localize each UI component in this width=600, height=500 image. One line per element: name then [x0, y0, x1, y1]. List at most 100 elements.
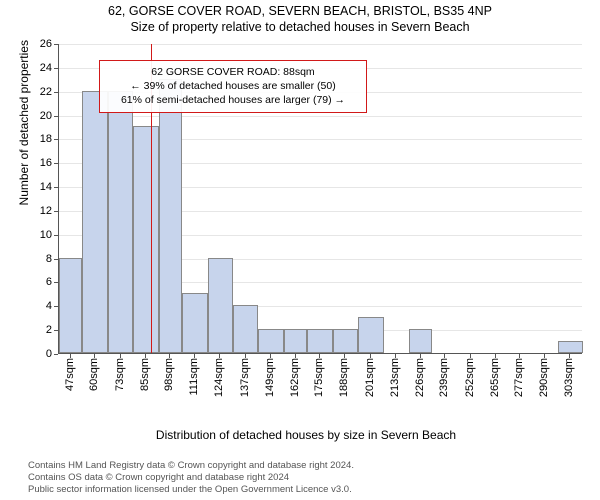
y-tick: [54, 211, 58, 212]
y-tick-label: 10: [32, 229, 52, 241]
x-tick-label: 98sqm: [163, 358, 175, 391]
y-tick-label: 14: [32, 181, 52, 193]
x-tick: [295, 354, 296, 358]
y-tick: [54, 68, 58, 69]
plot-area: 62 GORSE COVER ROAD: 88sqm ← 39% of deta…: [58, 44, 582, 354]
annotation-line1: 62 GORSE COVER ROAD: 88sqm: [106, 65, 360, 79]
histogram-bar: [182, 293, 207, 353]
x-tick: [444, 354, 445, 358]
y-tick: [54, 330, 58, 331]
y-tick-label: 26: [32, 38, 52, 50]
y-tick: [54, 116, 58, 117]
histogram-bar: [333, 329, 358, 353]
histogram-bar: [307, 329, 332, 353]
page-subtitle: Size of property relative to detached ho…: [0, 20, 600, 34]
y-tick: [54, 354, 58, 355]
x-tick: [145, 354, 146, 358]
histogram-bar: [558, 341, 583, 353]
x-tick-label: 290sqm: [538, 358, 550, 397]
x-tick: [395, 354, 396, 358]
y-tick-label: 8: [32, 253, 52, 265]
annotation-line2: ← 39% of detached houses are smaller (50…: [106, 79, 360, 93]
x-tick-label: 111sqm: [188, 358, 200, 396]
x-tick-label: 226sqm: [414, 358, 426, 397]
x-tick-label: 303sqm: [563, 358, 575, 397]
y-tick: [54, 259, 58, 260]
y-tick: [54, 235, 58, 236]
x-tick: [319, 354, 320, 358]
x-tick-label: 149sqm: [264, 358, 276, 397]
x-tick: [344, 354, 345, 358]
x-tick: [370, 354, 371, 358]
y-tick: [54, 282, 58, 283]
x-tick-label: 213sqm: [389, 358, 401, 397]
x-tick-label: 239sqm: [438, 358, 450, 397]
histogram-bar: [82, 91, 107, 353]
x-tick-label: 137sqm: [239, 358, 251, 397]
y-tick: [54, 139, 58, 140]
x-tick: [470, 354, 471, 358]
x-tick-label: 73sqm: [114, 358, 126, 391]
y-tick: [54, 92, 58, 93]
x-tick-label: 47sqm: [64, 358, 76, 391]
y-axis-label: Number of detached properties: [17, 40, 31, 205]
gridline: [59, 44, 582, 45]
histogram-chart: Number of detached properties 62 GORSE C…: [30, 44, 582, 400]
y-tick-label: 24: [32, 62, 52, 74]
x-tick: [495, 354, 496, 358]
title-block: 62, GORSE COVER ROAD, SEVERN BEACH, BRIS…: [0, 0, 600, 34]
x-tick: [219, 354, 220, 358]
page-title: 62, GORSE COVER ROAD, SEVERN BEACH, BRIS…: [0, 4, 600, 18]
y-tick: [54, 44, 58, 45]
footer-line3: Public sector information licensed under…: [28, 484, 354, 496]
histogram-bar: [108, 91, 133, 353]
x-tick-label: 201sqm: [364, 358, 376, 397]
y-tick: [54, 187, 58, 188]
footer-credits: Contains HM Land Registry data © Crown c…: [28, 460, 354, 496]
histogram-bar: [233, 305, 258, 353]
x-tick-label: 252sqm: [464, 358, 476, 397]
x-tick: [420, 354, 421, 358]
annotation-box: 62 GORSE COVER ROAD: 88sqm ← 39% of deta…: [99, 60, 367, 113]
histogram-bar: [133, 126, 158, 353]
histogram-bar: [258, 329, 283, 353]
histogram-bar: [284, 329, 307, 353]
x-tick-label: 162sqm: [289, 358, 301, 397]
x-tick-label: 188sqm: [338, 358, 350, 397]
x-tick: [245, 354, 246, 358]
x-tick-label: 124sqm: [213, 358, 225, 397]
y-tick-label: 16: [32, 157, 52, 169]
x-tick: [194, 354, 195, 358]
y-tick-label: 4: [32, 300, 52, 312]
x-tick: [569, 354, 570, 358]
x-tick: [120, 354, 121, 358]
gridline: [59, 116, 582, 117]
x-tick-label: 277sqm: [513, 358, 525, 397]
x-tick: [270, 354, 271, 358]
x-tick-label: 85sqm: [139, 358, 151, 391]
y-tick-label: 22: [32, 86, 52, 98]
y-tick-label: 18: [32, 133, 52, 145]
y-tick-label: 6: [32, 276, 52, 288]
footer-line1: Contains HM Land Registry data © Crown c…: [28, 460, 354, 472]
x-tick: [169, 354, 170, 358]
x-tick: [544, 354, 545, 358]
y-tick-label: 0: [32, 348, 52, 360]
x-tick: [519, 354, 520, 358]
y-tick-label: 20: [32, 110, 52, 122]
histogram-bar: [358, 317, 383, 353]
footer-line2: Contains OS data © Crown copyright and d…: [28, 472, 354, 484]
y-tick-label: 12: [32, 205, 52, 217]
x-tick: [94, 354, 95, 358]
x-tick-label: 60sqm: [88, 358, 100, 391]
annotation-line3: 61% of semi-detached houses are larger (…: [106, 93, 360, 107]
y-tick: [54, 306, 58, 307]
y-tick-label: 2: [32, 324, 52, 336]
x-tick: [70, 354, 71, 358]
histogram-bar: [409, 329, 432, 353]
histogram-bar: [59, 258, 82, 353]
x-tick-label: 265sqm: [489, 358, 501, 397]
y-tick: [54, 163, 58, 164]
x-tick-label: 175sqm: [313, 358, 325, 397]
histogram-bar: [208, 258, 233, 353]
